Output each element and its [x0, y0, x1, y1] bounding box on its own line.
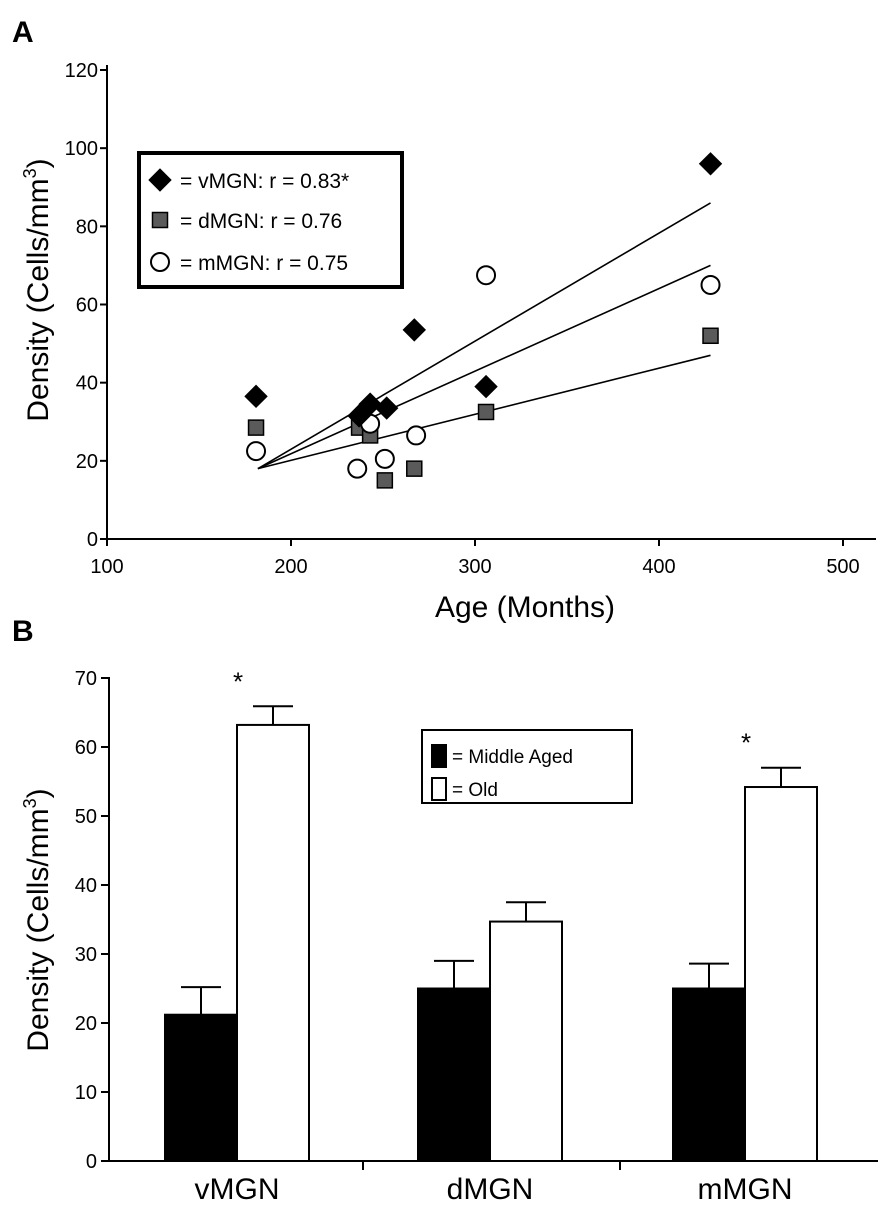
panel-a: A Density (Cells/mm3) Age (Months) 0 20 40… — [12, 16, 876, 624]
legend-label-middle-aged: = Middle Aged — [452, 747, 573, 768]
panel-b: B Density (Cells/mm3) 0 10 20 30 40 50 60 70 vM… — [12, 615, 878, 1206]
legend-label-old: = Old — [452, 780, 498, 801]
legend-marker-mmgn — [150, 252, 170, 272]
point-vmgn — [374, 396, 399, 420]
y-tick-label: 80 — [76, 216, 98, 238]
significance-star: * — [741, 728, 751, 758]
y-tick-label: 40 — [75, 875, 97, 897]
panel-a-ylabel-close: ) — [22, 158, 55, 168]
legend-label-mmgn: = mMGN: r = 0.75 — [180, 252, 348, 275]
legend-swatch-old — [431, 777, 447, 801]
panel-a-legend-items: = vMGN: r = 0.83* = dMGN: r = 0.76 = mMGN:… — [148, 168, 349, 275]
y-tick-label: 50 — [75, 806, 97, 828]
panel-a-ylabel: Density (Cells/mm3) — [20, 158, 55, 421]
panel-b-ylabel-sup: 3 — [20, 798, 40, 808]
point-dmgn — [477, 403, 495, 421]
point-dmgn — [406, 460, 423, 477]
fit-line-mmgn — [257, 264, 711, 470]
panel-b-legend-items: = Middle Aged = Old — [431, 744, 573, 801]
x-tick-label: 500 — [826, 556, 859, 578]
y-tick-label: 0 — [87, 529, 98, 551]
y-tick-label: 100 — [65, 138, 98, 160]
y-tick-label: 40 — [76, 373, 98, 395]
point-mmgn — [246, 441, 267, 462]
bar-dmgn-old — [489, 920, 563, 1162]
bar-dmgn-middle-aged — [417, 987, 491, 1162]
x-category-label: mMGN — [698, 1173, 793, 1206]
panel-b-y-ticks: 0 10 20 30 40 50 60 70 — [75, 668, 109, 1173]
significance-star: * — [233, 666, 243, 696]
panel-b-ylabel: Density (Cells/mm3) — [20, 788, 55, 1051]
panel-a-ylabel-sup: 3 — [20, 168, 40, 178]
bar-mmgn-middle-aged — [672, 987, 746, 1162]
y-tick-label: 60 — [75, 737, 97, 759]
panel-b-bars — [164, 705, 818, 1163]
legend-marker-vmgn — [148, 168, 172, 192]
panel-a-xlabel: Age (Months) — [435, 591, 615, 624]
panel-b-x-ticks: vMGN dMGN mMGN — [195, 1161, 793, 1206]
bar-vmgn-middle-aged — [164, 1013, 238, 1162]
bar-mmgn-old — [744, 786, 818, 1163]
y-tick-label: 20 — [76, 451, 98, 473]
panel-b-annotations: ** — [233, 666, 751, 757]
y-tick-label: 20 — [75, 1013, 97, 1035]
point-dmgn — [376, 472, 394, 489]
panel-a-ylabel-main: Density (Cells/mm — [22, 178, 55, 421]
legend-swatch-middle-aged — [431, 744, 447, 768]
x-category-label: dMGN — [447, 1173, 534, 1206]
legend-marker-dmgn — [151, 211, 169, 229]
legend-label-vmgn: = vMGN: r = 0.83* — [180, 170, 349, 193]
panel-a-points — [244, 152, 723, 489]
x-tick-label: 400 — [642, 556, 675, 578]
point-dmgn — [702, 327, 719, 345]
panel-b-ylabel-close: ) — [22, 788, 55, 798]
point-vmgn — [347, 404, 371, 428]
panel-b-label: B — [12, 615, 34, 648]
legend-label-dmgn: = dMGN: r = 0.76 — [180, 210, 342, 233]
y-tick-label: 10 — [75, 1082, 97, 1104]
fit-line-vmgn — [257, 202, 711, 470]
point-mmgn — [476, 265, 497, 286]
panel-a-label: A — [12, 16, 34, 49]
panel-a-x-ticks: 100 200 300 400 500 — [90, 539, 860, 578]
point-mmgn — [347, 458, 368, 479]
point-vmgn — [244, 384, 268, 409]
x-tick-label: 300 — [458, 556, 491, 578]
point-vmgn — [402, 318, 426, 342]
point-mmgn — [700, 274, 721, 295]
panel-b-ylabel-main: Density (Cells/mm — [22, 808, 55, 1051]
point-dmgn — [247, 419, 265, 436]
point-mmgn — [374, 448, 395, 469]
x-tick-label: 200 — [274, 556, 307, 578]
panel-b-legend-box — [421, 729, 633, 804]
point-vmgn — [698, 152, 723, 176]
panel-a-legend: = vMGN: r = 0.83* = dMGN: r = 0.76 = mMGN:… — [137, 151, 404, 289]
panel-a-y-ticks: 0 20 40 60 80 100 120 — [65, 60, 107, 551]
bar-vmgn-old — [236, 723, 310, 1162]
y-tick-label: 70 — [75, 668, 97, 690]
x-tick-label: 100 — [90, 556, 123, 578]
point-mmgn — [406, 425, 427, 446]
x-category-label: vMGN — [195, 1173, 280, 1206]
panel-a-legend-box — [137, 151, 404, 289]
panel-b-legend: = Middle Aged = Old — [421, 729, 633, 804]
point-vmgn — [474, 374, 498, 399]
y-tick-label: 30 — [75, 944, 97, 966]
y-tick-label: 0 — [86, 1151, 97, 1173]
y-tick-label: 120 — [65, 60, 98, 82]
y-tick-label: 60 — [76, 295, 98, 317]
point-vmgn — [358, 392, 382, 416]
